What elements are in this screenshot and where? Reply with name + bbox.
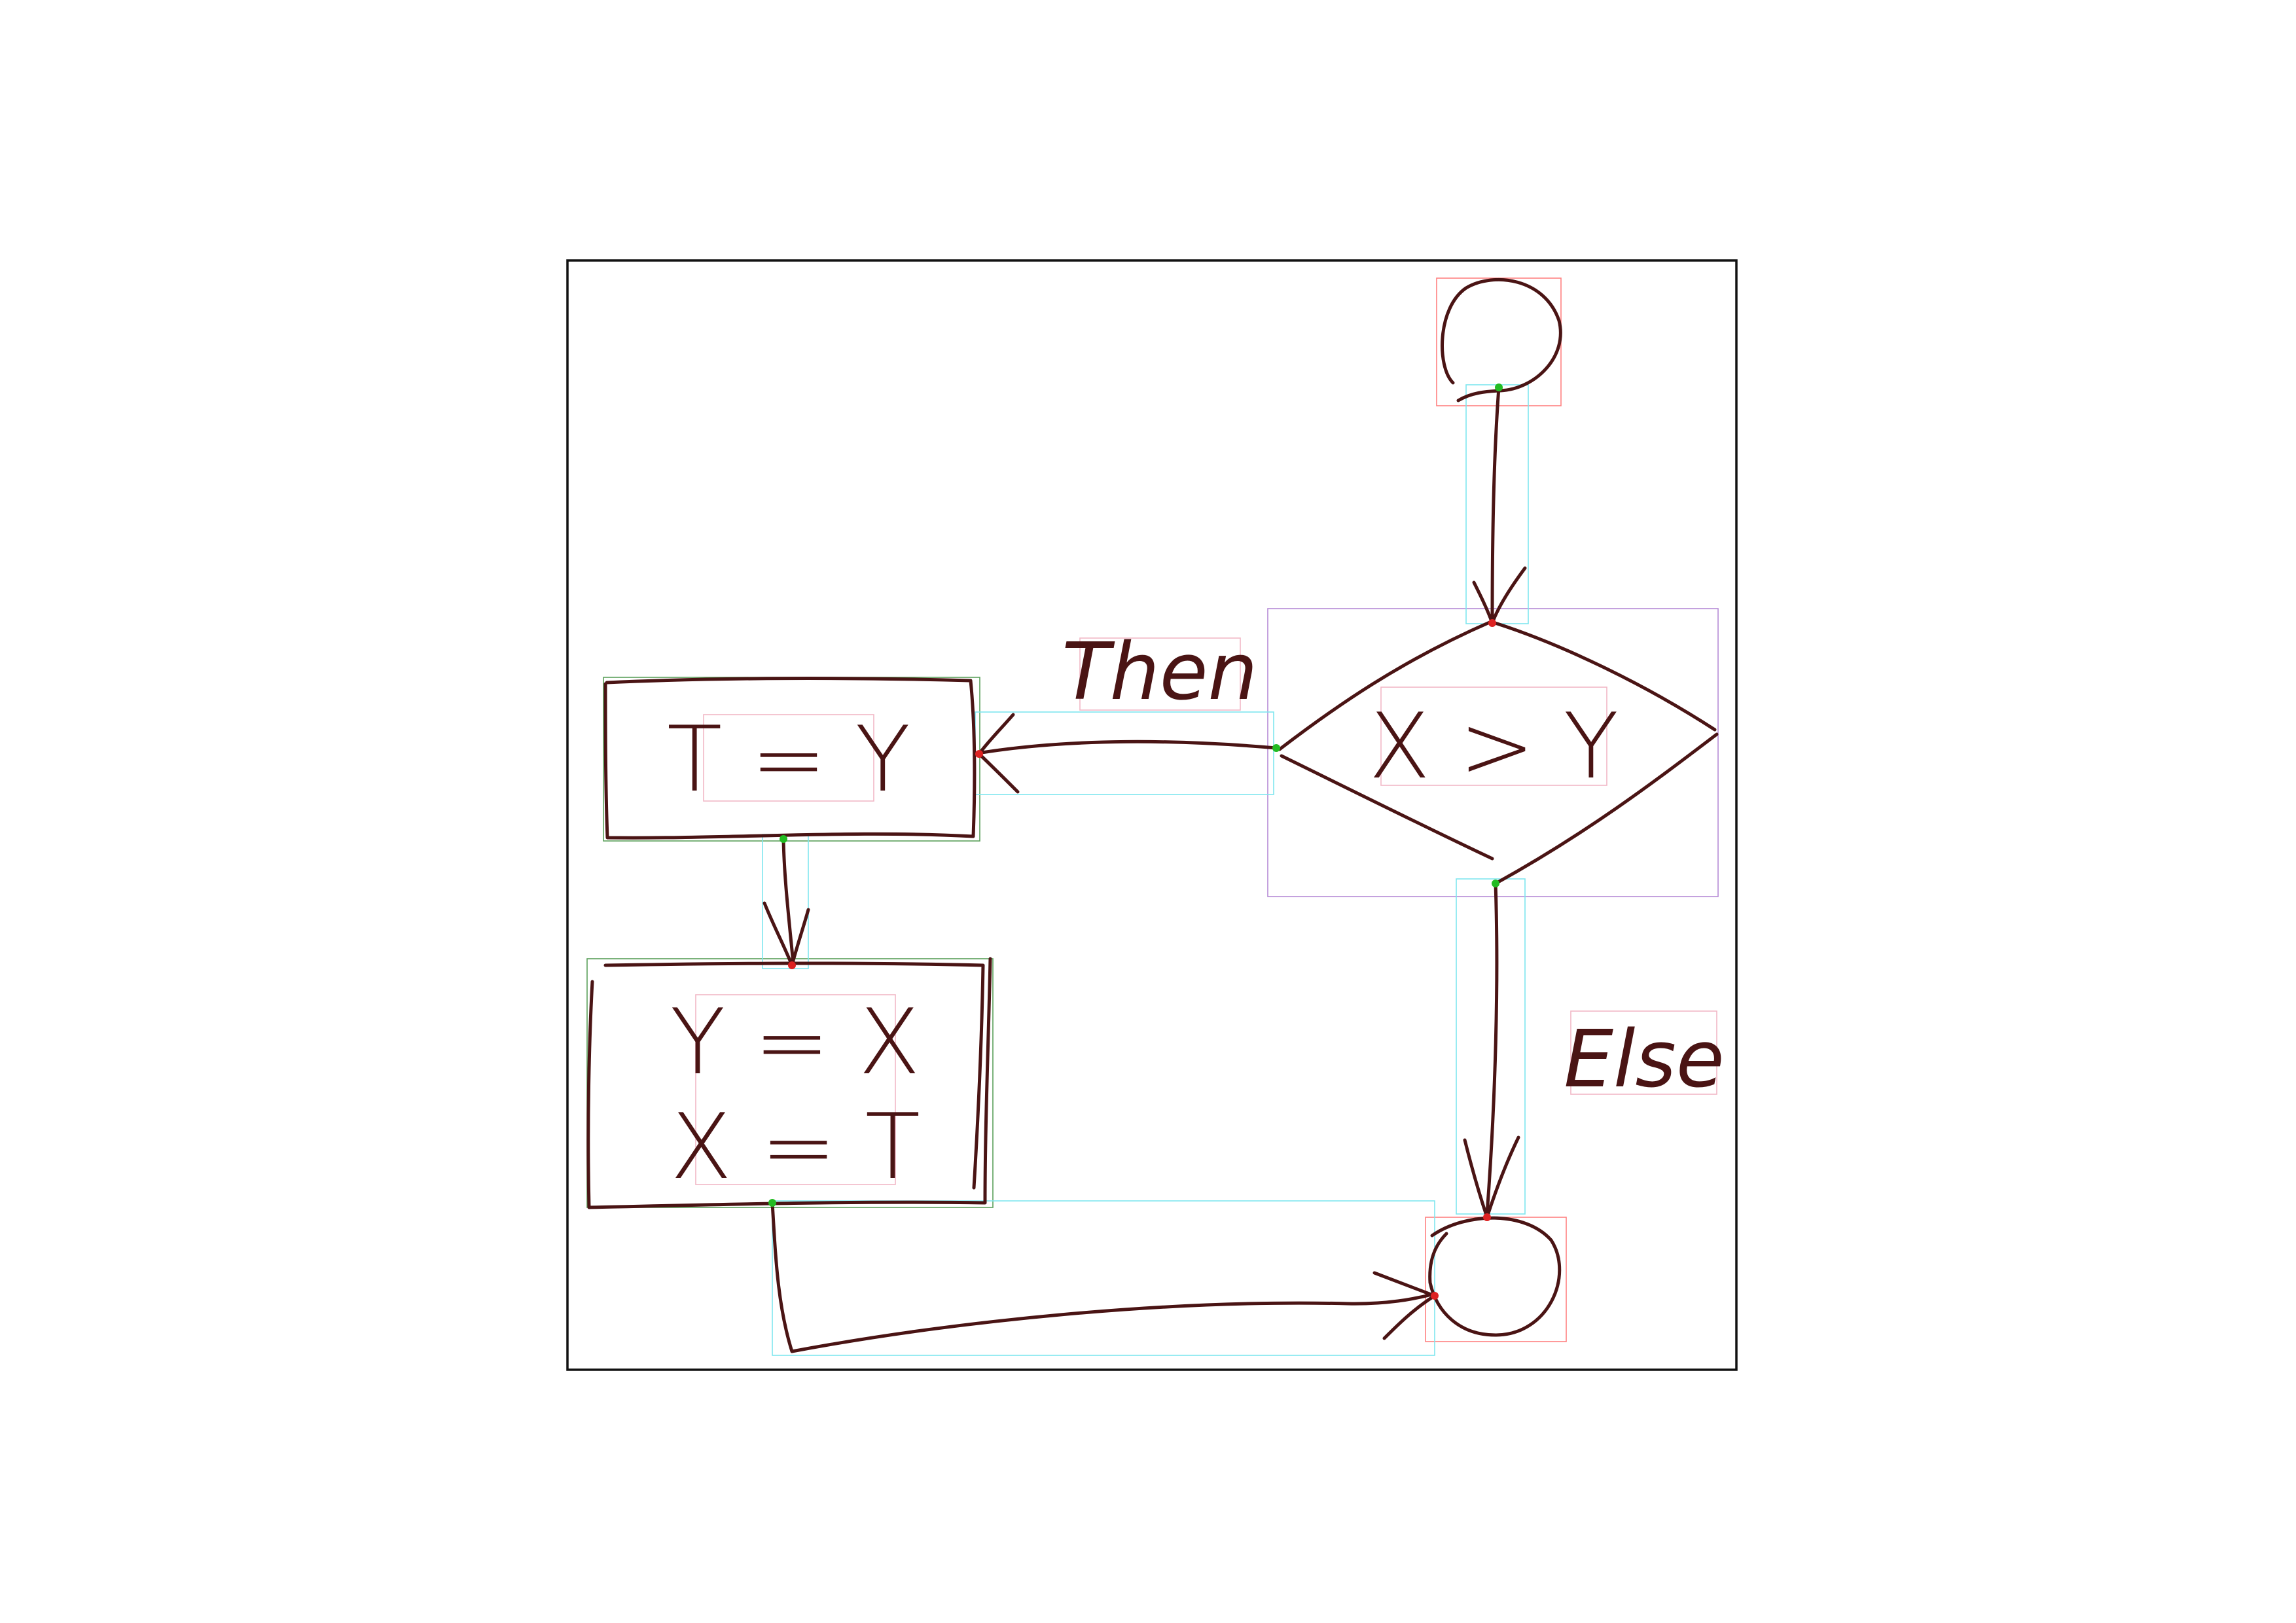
edge-swap-to-end xyxy=(770,1201,1437,1353)
end-point-marker xyxy=(1483,1213,1491,1221)
edge-assign-t-to-swap-arrowhead xyxy=(762,901,810,967)
end-point-marker xyxy=(1431,1292,1439,1300)
edge-start-to-decision-arrowhead xyxy=(1472,566,1527,625)
start-point-marker xyxy=(780,835,787,843)
end-point-marker xyxy=(975,750,983,758)
text-then-bbox xyxy=(1079,637,1241,711)
swap-label-line-2: X = T xyxy=(670,1094,920,1200)
swap-rectangle xyxy=(586,957,992,1209)
text-decision-bbox xyxy=(1380,687,1607,786)
assign-t-label: T = Y xyxy=(667,707,910,812)
text-swap-bbox xyxy=(695,994,896,1185)
decision-label: X > Y xyxy=(1369,694,1619,799)
start-point-marker xyxy=(1272,744,1280,752)
edge-decision-assign-bbox xyxy=(975,711,1274,795)
text-assign-bbox xyxy=(703,714,874,802)
end-point-marker xyxy=(788,961,796,969)
edge-decision-to-end xyxy=(1463,882,1520,1219)
start-circle xyxy=(1441,277,1562,402)
end-point-marker xyxy=(1488,619,1496,627)
text-else-bbox xyxy=(1570,1010,1717,1095)
end-circle xyxy=(1428,1216,1562,1337)
start-point-marker xyxy=(1495,383,1503,391)
connection-points xyxy=(768,383,1503,1300)
start-point-marker xyxy=(1492,880,1499,887)
edge-decision-end-bbox xyxy=(1456,878,1526,1215)
edge-label-then: Then xyxy=(1062,627,1257,718)
edge-label-else: Else xyxy=(1564,1014,1725,1105)
edge-decision-to-assign-t xyxy=(977,713,1278,794)
edge-assign-t-to-swap xyxy=(762,837,810,967)
swap-label-line-1: Y = X xyxy=(670,990,920,1095)
diagram-frame xyxy=(566,259,1738,1371)
assign-t-rectangle xyxy=(603,677,977,840)
start-point-marker xyxy=(768,1199,776,1207)
edge-swap-end-bbox xyxy=(772,1200,1435,1356)
edge-start-to-decision xyxy=(1472,385,1527,625)
